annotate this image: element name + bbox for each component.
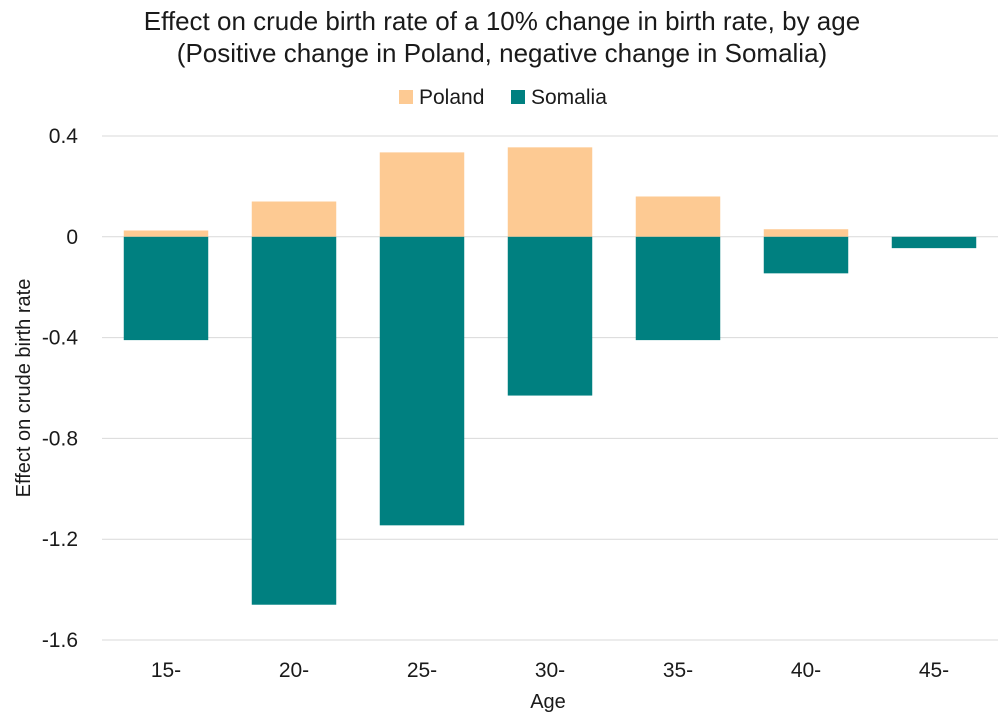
x-axis-ticks: 15- 20- 25- 30- 35- 40- 45- <box>151 659 949 682</box>
bar-poland-25 <box>379 152 465 237</box>
y-tick-label: -0.8 <box>42 427 78 450</box>
bar-poland-35 <box>635 196 721 237</box>
chart-title-line-1: Effect on crude birth rate of a 10% chan… <box>144 6 860 36</box>
legend-label-poland: Poland <box>419 86 484 109</box>
bar-somalia-30 <box>507 236 593 396</box>
y-axis-ticks: 0.4 0 -0.4 -0.8 -1.2 -1.6 <box>42 125 79 652</box>
x-tick-label: 15- <box>151 659 181 682</box>
chart-title-line-2: (Positive change in Poland, negative cha… <box>177 38 827 68</box>
y-tick-label: 0.4 <box>49 125 79 148</box>
x-tick-label: 40- <box>791 659 821 682</box>
bar-somalia-45 <box>891 236 977 249</box>
bar-somalia-40 <box>763 236 849 274</box>
bar-somalia-15 <box>123 236 209 341</box>
legend-swatch-somalia <box>511 90 525 104</box>
bar-poland-30 <box>507 147 593 237</box>
y-axis-title: Effect on crude birth rate <box>13 279 35 498</box>
legend: Poland Somalia <box>399 86 607 109</box>
x-tick-label: 20- <box>279 659 309 682</box>
x-tick-label: 25- <box>407 659 437 682</box>
bar-poland-20 <box>251 201 337 237</box>
bar-poland-40 <box>763 229 849 237</box>
x-tick-label: 35- <box>663 659 693 682</box>
y-tick-label: -1.2 <box>42 528 78 551</box>
y-tick-label: -1.6 <box>42 629 78 652</box>
bar-somalia-20 <box>251 236 337 605</box>
x-tick-label: 30- <box>535 659 565 682</box>
bar-somalia-25 <box>379 236 465 526</box>
x-axis-title: Age <box>530 691 566 713</box>
bars <box>123 147 977 605</box>
y-tick-label: 0 <box>66 226 78 249</box>
y-tick-label: -0.4 <box>42 327 79 350</box>
legend-swatch-poland <box>399 90 413 104</box>
bar-somalia-35 <box>635 236 721 341</box>
bar-poland-15 <box>123 230 209 237</box>
x-tick-label: 45- <box>919 659 949 682</box>
legend-label-somalia: Somalia <box>531 86 607 109</box>
